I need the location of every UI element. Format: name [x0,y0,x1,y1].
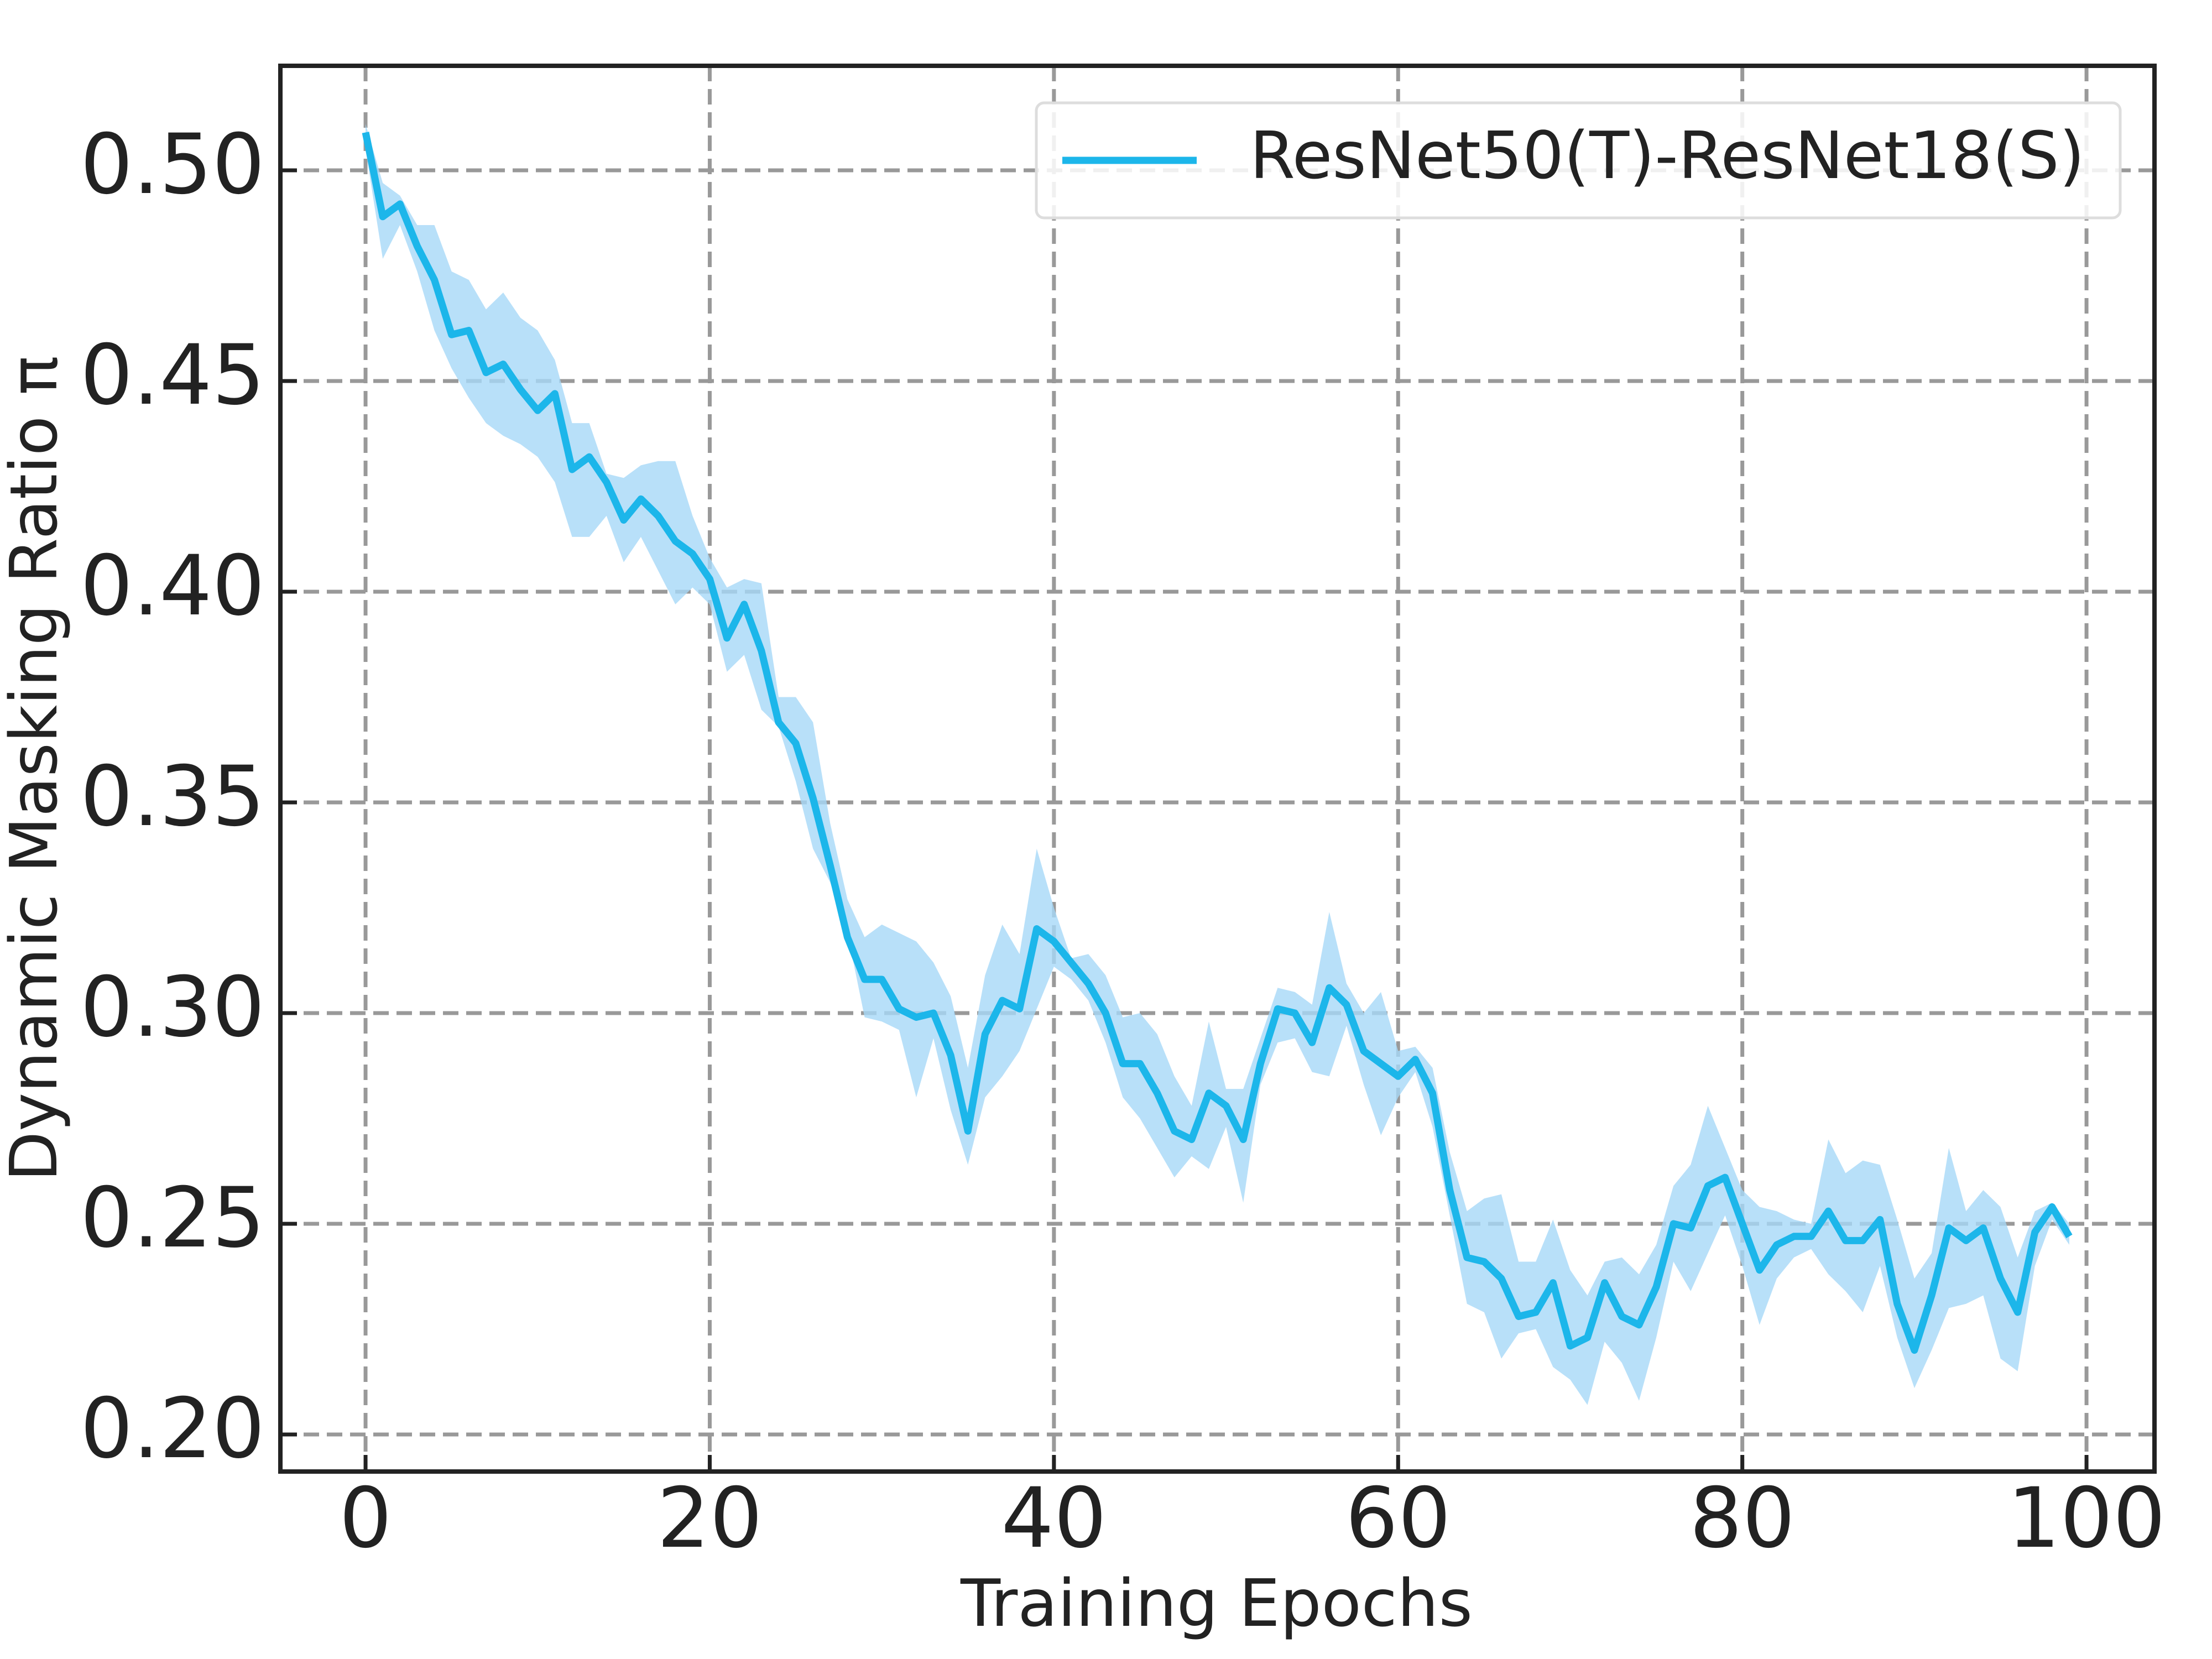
y-tick-label: 0.45 [80,327,265,424]
y-axis-label: Dynamic Masking Ratio π [0,356,72,1181]
x-tick-label: 20 [657,1470,763,1567]
y-tick-label: 0.40 [80,538,265,634]
x-tick-label: 40 [1001,1470,1107,1567]
x-tick-label: 0 [339,1470,392,1567]
x-tick-label: 80 [1689,1470,1795,1567]
x-tick-label: 60 [1345,1470,1451,1567]
plot-frame [278,64,2157,1474]
x-tick-label: 100 [2007,1470,2166,1567]
legend-box [1035,101,2122,220]
x-axis-label: Training Epochs [960,1565,1473,1641]
legend-label: ResNet50(T)-ResNet18(S) [1250,117,2085,194]
line [362,132,2073,1354]
y-tick-label: 0.25 [80,1170,265,1266]
y-tick-label: 0.50 [80,117,265,213]
y-tick-label: 0.20 [80,1381,265,1477]
band [366,124,2069,1405]
y-tick-label: 0.30 [80,959,265,1056]
y-tick-label: 0.35 [80,749,265,845]
